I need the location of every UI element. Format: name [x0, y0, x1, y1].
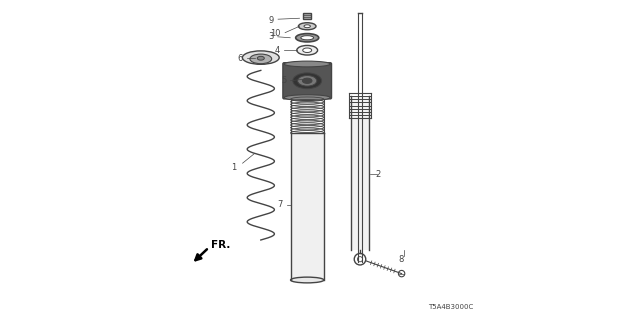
Ellipse shape — [303, 48, 312, 52]
FancyBboxPatch shape — [303, 13, 311, 19]
Ellipse shape — [304, 25, 310, 28]
Ellipse shape — [284, 95, 330, 100]
FancyBboxPatch shape — [283, 63, 332, 99]
Ellipse shape — [293, 73, 322, 89]
Ellipse shape — [303, 78, 312, 84]
Text: 2: 2 — [376, 170, 381, 179]
Text: 9: 9 — [269, 16, 274, 25]
Text: T5A4B3000C: T5A4B3000C — [428, 304, 474, 310]
Text: 5: 5 — [281, 76, 287, 85]
Ellipse shape — [257, 56, 264, 60]
Text: 1: 1 — [231, 164, 236, 172]
Ellipse shape — [298, 76, 317, 86]
Text: 7: 7 — [277, 200, 282, 209]
Bar — [291, 133, 324, 280]
Ellipse shape — [298, 23, 316, 30]
Text: 6: 6 — [237, 54, 243, 63]
Ellipse shape — [296, 34, 319, 42]
Ellipse shape — [301, 36, 314, 40]
Ellipse shape — [250, 54, 272, 64]
Text: FR.: FR. — [211, 240, 230, 251]
Ellipse shape — [243, 51, 279, 64]
Text: 10: 10 — [271, 29, 281, 38]
Ellipse shape — [284, 61, 330, 67]
Ellipse shape — [297, 45, 317, 55]
Text: 8: 8 — [399, 255, 404, 264]
Text: 4: 4 — [275, 46, 280, 55]
Bar — [351, 96, 369, 250]
Ellipse shape — [291, 277, 324, 283]
Text: 3: 3 — [268, 32, 274, 41]
